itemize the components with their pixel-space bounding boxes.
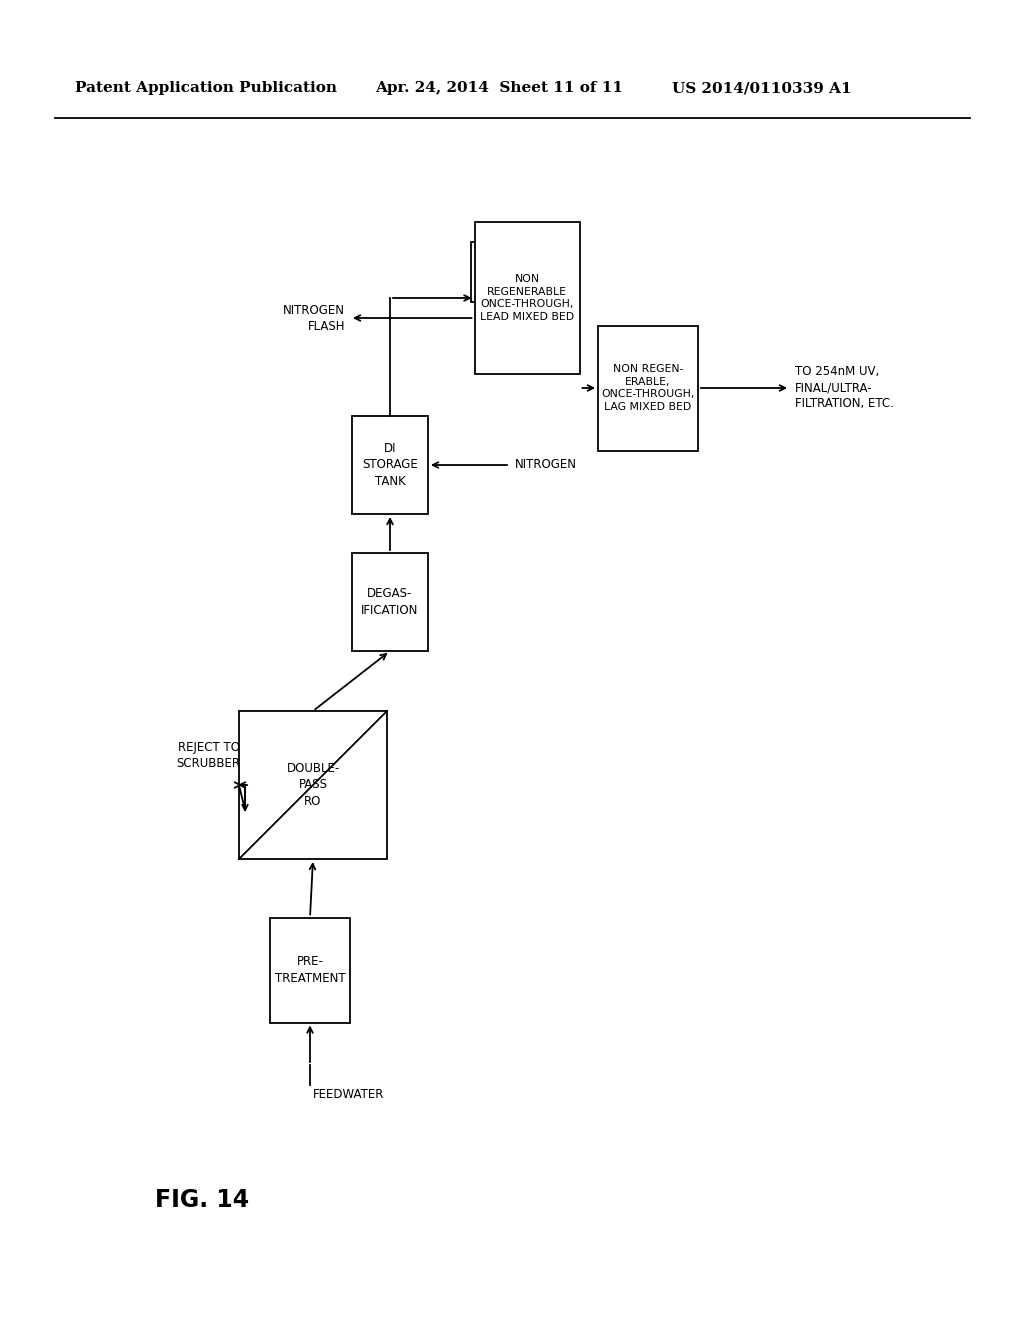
- Bar: [270, 917, 350, 1023]
- Text: NON
REGENERABLE
ONCE-THROUGH,
LEAD MIXED BED: NON REGENERABLE ONCE-THROUGH, LEAD MIXED…: [480, 273, 574, 322]
- Text: NITROGEN
FLASH: NITROGEN FLASH: [283, 304, 345, 333]
- Text: PRE-
TREATMENT: PRE- TREATMENT: [274, 956, 345, 985]
- Text: REJECT TO
SCRUBBER: REJECT TO SCRUBBER: [176, 741, 240, 770]
- Text: NON REGEN-
ERABLE,
ONCE-THROUGH,
LAG MIXED BED: NON REGEN- ERABLE, ONCE-THROUGH, LAG MIX…: [601, 364, 694, 412]
- Text: FEEDWATER: FEEDWATER: [313, 1089, 384, 1101]
- Bar: [470, 242, 565, 302]
- Bar: [352, 416, 428, 513]
- Bar: [352, 553, 428, 651]
- Text: NITROGEN: NITROGEN: [515, 458, 577, 471]
- Text: DEGAS-
IFICATION: DEGAS- IFICATION: [361, 587, 419, 616]
- Bar: [474, 222, 580, 374]
- Text: DOUBLE-
PASS
RO: DOUBLE- PASS RO: [287, 762, 340, 808]
- Bar: [598, 326, 698, 450]
- Text: DI
STORAGE
TANK: DI STORAGE TANK: [362, 442, 418, 488]
- Text: Patent Application Publication: Patent Application Publication: [75, 81, 337, 95]
- Text: Apr. 24, 2014  Sheet 11 of 11: Apr. 24, 2014 Sheet 11 of 11: [375, 81, 623, 95]
- Text: TO 254nM UV,
FINAL/ULTRA-
FILTRATION, ETC.: TO 254nM UV, FINAL/ULTRA- FILTRATION, ET…: [795, 366, 894, 411]
- Text: US 2014/0110339 A1: US 2014/0110339 A1: [672, 81, 852, 95]
- Text: FIG. 14: FIG. 14: [155, 1188, 249, 1212]
- Bar: [239, 711, 387, 859]
